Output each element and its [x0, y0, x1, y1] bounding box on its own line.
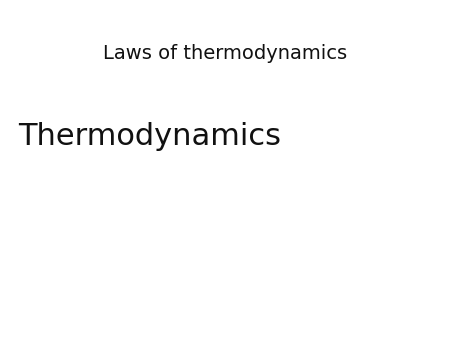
Text: Thermodynamics: Thermodynamics: [18, 122, 281, 151]
Text: Laws of thermodynamics: Laws of thermodynamics: [103, 44, 347, 63]
